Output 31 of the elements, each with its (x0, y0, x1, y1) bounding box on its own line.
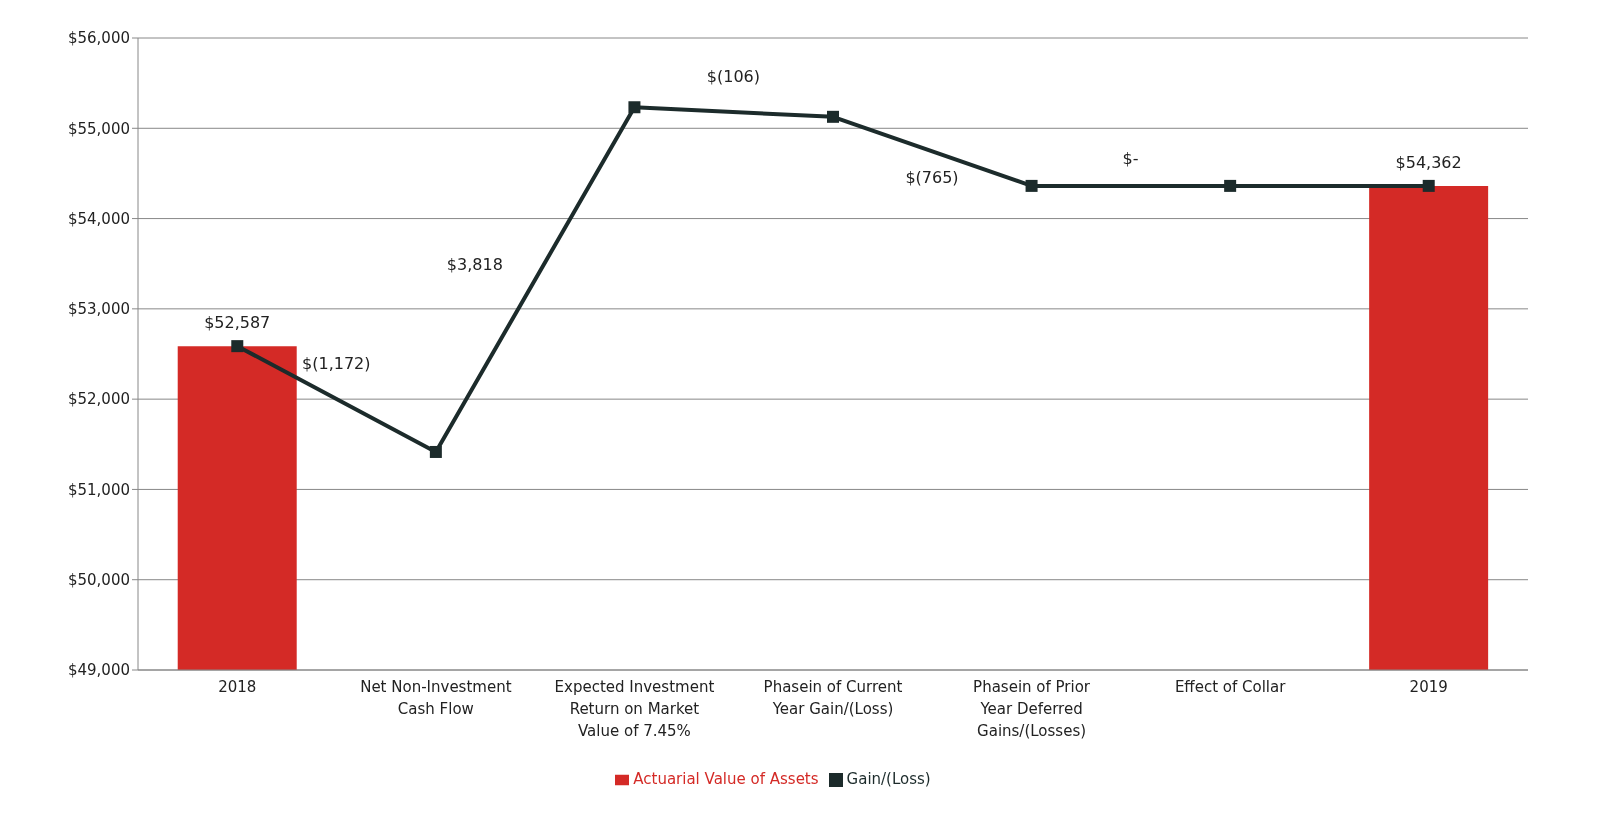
x-tick-label: 2018 (218, 678, 257, 696)
x-tick-label: Effect of Collar (1174, 678, 1287, 696)
y-tick-label: $49,000 (67, 661, 130, 680)
x-tick-label: Phasein of Prior Year Deferred Gains/(Losses) (973, 678, 1091, 740)
legend-label: Actuarial Value of Assets (633, 770, 819, 788)
legend-label: Gain/(Loss) (846, 770, 931, 788)
y-tick-label: $56,000 (67, 29, 130, 48)
point (1025, 179, 1038, 192)
annotation: $(765) (905, 168, 959, 188)
data-label: $54,362 (1395, 152, 1462, 172)
y-tick-label: $55,000 (67, 119, 130, 138)
point (628, 101, 641, 114)
point (1224, 179, 1237, 192)
point (1422, 179, 1435, 192)
data-label: $52,587 (204, 313, 271, 333)
annotation: $(1,172) (302, 354, 371, 374)
x-tick-label: Expected Investment Return on Market Value of 7.45% (554, 678, 715, 740)
point (429, 445, 442, 458)
annotation: $3,818 (446, 254, 503, 274)
point (827, 110, 839, 123)
y-tick-label: $54,000 (67, 209, 130, 228)
annotation: $- (1122, 148, 1139, 168)
y-tick-label: $50,000 (67, 571, 130, 590)
x-tick-label: 2019 (1409, 678, 1448, 696)
annotation: $(106) (706, 67, 761, 87)
x-tick-label: Net Non-Investment Cash Flow (360, 678, 512, 718)
y-tick-label: $51,000 (67, 480, 130, 499)
x-tick-label: Phasein of Current Year Gain/(Loss) (763, 678, 903, 718)
y-tick-label: $53,000 (67, 300, 130, 319)
y-tick-label: $52,000 (67, 390, 130, 409)
point (231, 340, 244, 353)
